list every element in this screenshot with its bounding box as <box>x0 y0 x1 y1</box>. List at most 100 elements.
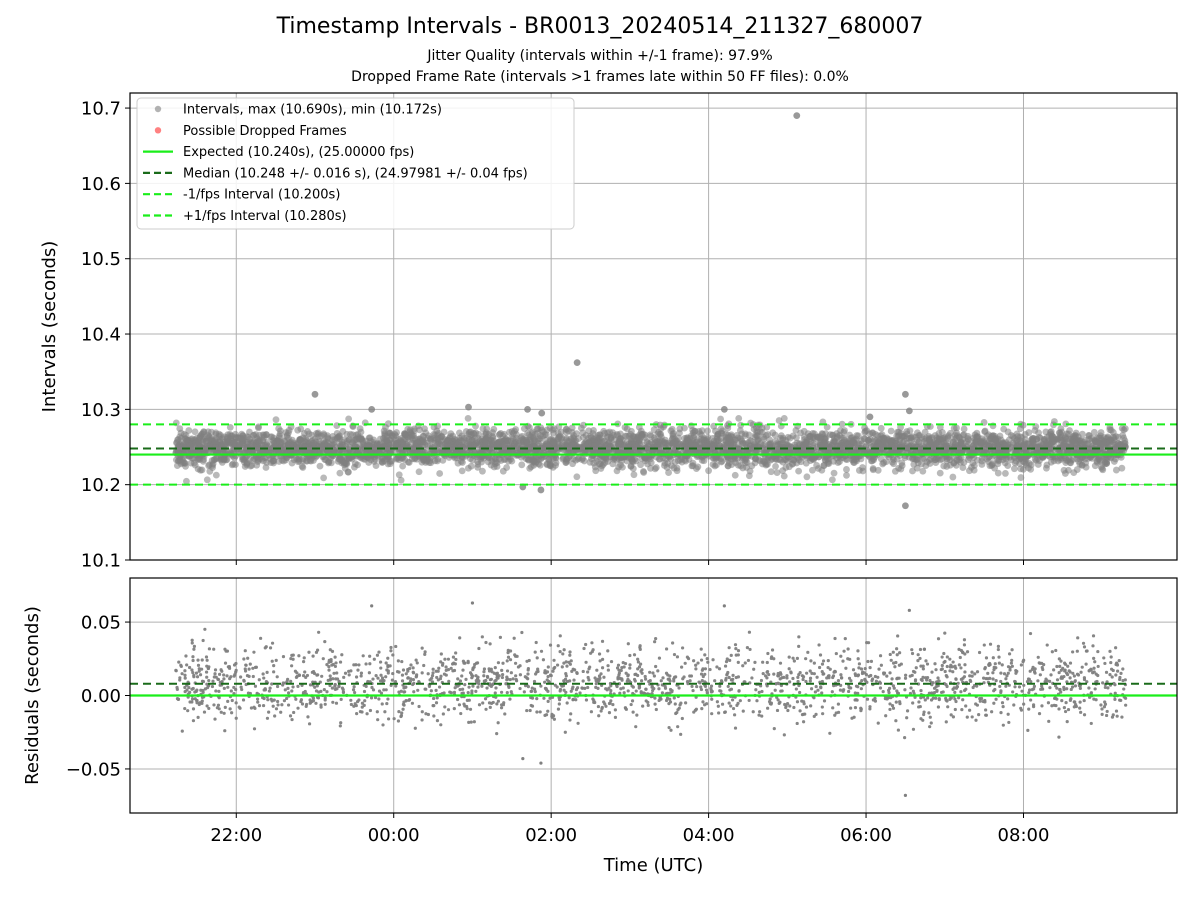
data-point <box>965 715 969 719</box>
data-point <box>536 461 544 469</box>
data-point <box>565 454 573 462</box>
data-point <box>434 455 442 463</box>
data-point <box>1036 457 1043 464</box>
data-point <box>586 675 590 680</box>
data-point <box>314 430 322 438</box>
data-point <box>959 464 967 472</box>
data-point <box>270 459 277 467</box>
data-point <box>439 674 443 678</box>
data-point <box>1055 429 1063 437</box>
data-point <box>983 455 991 463</box>
data-point <box>764 460 771 468</box>
data-point <box>750 676 754 680</box>
data-point <box>339 427 347 435</box>
data-point <box>853 705 858 710</box>
data-point <box>386 717 391 721</box>
data-point <box>415 468 423 476</box>
data-point <box>483 697 488 701</box>
data-point <box>372 462 380 470</box>
data-point <box>453 686 457 690</box>
data-point <box>484 707 488 711</box>
data-point <box>716 704 720 708</box>
data-point <box>573 430 580 438</box>
data-point <box>1075 649 1079 653</box>
data-point <box>709 461 717 468</box>
data-point <box>797 635 801 639</box>
data-point <box>833 636 837 641</box>
data-point <box>673 702 677 706</box>
data-point <box>1065 720 1069 724</box>
data-point <box>1026 728 1030 733</box>
data-point <box>971 685 975 690</box>
legend-label: Possible Dropped Frames <box>183 124 347 139</box>
data-point <box>600 639 605 643</box>
data-point <box>1068 440 1076 448</box>
data-point <box>239 685 243 689</box>
data-point <box>680 716 684 721</box>
data-point <box>308 431 316 439</box>
data-point <box>877 667 881 671</box>
data-point <box>274 707 279 711</box>
data-point <box>225 649 230 653</box>
data-point <box>537 445 545 453</box>
data-point <box>887 437 895 445</box>
data-point <box>809 659 813 663</box>
data-point <box>861 428 869 436</box>
data-point <box>253 684 258 688</box>
data-point <box>1012 703 1016 707</box>
data-point <box>874 679 878 683</box>
data-point <box>251 674 255 679</box>
data-point <box>963 670 967 674</box>
data-point <box>998 684 1002 689</box>
data-point <box>877 455 885 463</box>
data-point <box>957 439 965 447</box>
data-point <box>436 470 444 477</box>
data-point <box>506 428 513 436</box>
data-point <box>503 464 511 471</box>
data-point <box>812 672 816 676</box>
data-point <box>227 665 231 669</box>
data-point <box>810 671 814 675</box>
data-point <box>1106 436 1114 444</box>
data-point <box>190 641 194 645</box>
data-point <box>983 666 987 670</box>
data-point <box>573 473 581 481</box>
data-point <box>1040 443 1048 451</box>
legend-marker-intervals <box>154 105 162 113</box>
data-point <box>290 689 294 693</box>
data-point <box>252 727 257 731</box>
data-point <box>222 673 226 677</box>
data-point <box>482 674 486 678</box>
y-tick-label: 10.3 <box>81 400 121 421</box>
data-point <box>936 676 940 680</box>
data-point <box>715 665 719 669</box>
data-point <box>434 701 439 705</box>
data-point <box>870 438 878 445</box>
data-point <box>1097 463 1105 471</box>
data-point <box>294 455 301 463</box>
data-point <box>356 436 364 444</box>
data-point <box>1017 465 1025 473</box>
data-point <box>201 638 205 643</box>
data-point <box>606 664 610 668</box>
data-point <box>548 696 552 700</box>
data-point <box>964 432 972 440</box>
data-point <box>905 709 910 713</box>
data-point <box>605 444 613 452</box>
data-point <box>1116 669 1120 673</box>
data-point <box>940 462 948 470</box>
data-point <box>891 650 895 654</box>
data-point <box>738 440 746 448</box>
data-point <box>945 655 949 659</box>
chart-title: Timestamp Intervals - BR0013_20240514_21… <box>276 14 924 39</box>
data-point <box>909 686 913 690</box>
data-point <box>432 696 436 701</box>
data-point <box>689 426 697 434</box>
data-point <box>1013 680 1017 684</box>
data-point <box>809 466 816 474</box>
data-point <box>839 438 847 446</box>
data-point <box>210 456 218 464</box>
y-tick-label: 10.6 <box>81 174 121 195</box>
data-point <box>772 462 779 470</box>
data-point <box>215 432 223 440</box>
